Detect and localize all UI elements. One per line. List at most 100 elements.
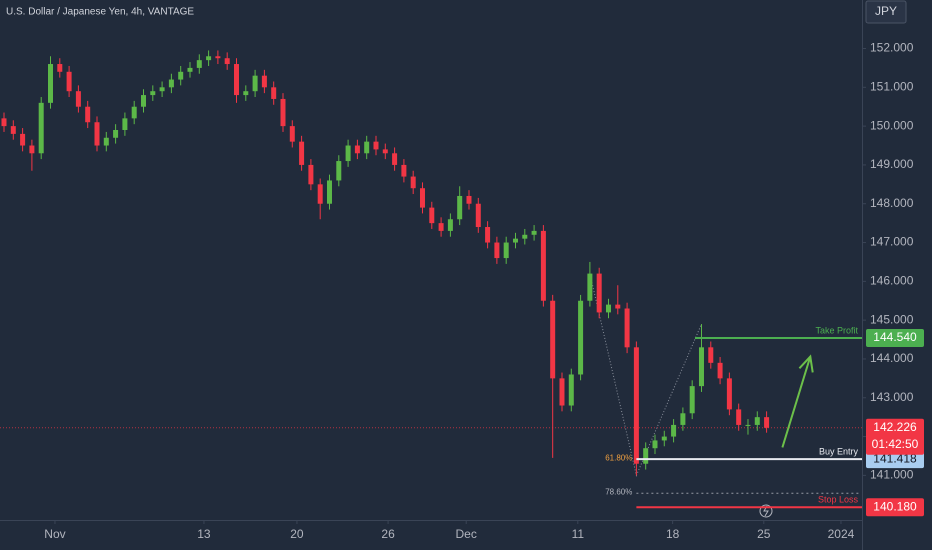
candle-body [206, 56, 212, 61]
candle-body [643, 448, 649, 464]
level-name: Take Profit [815, 325, 858, 335]
candle-body [94, 122, 100, 146]
y-tick-label: 141.000 [870, 468, 914, 482]
y-tick-label: 152.000 [870, 41, 914, 55]
candle-body [299, 141, 305, 165]
candle-body [605, 304, 611, 313]
level-price-label: 144.540 [873, 330, 917, 344]
candle-body [187, 67, 193, 72]
candle-body [447, 219, 453, 231]
x-tick-label: Dec [456, 527, 477, 541]
candle-body [168, 79, 174, 88]
candle-body [429, 207, 435, 224]
x-tick-label: 20 [290, 527, 304, 541]
y-tick-label: 149.000 [870, 157, 914, 171]
candle-body [550, 300, 556, 379]
candle-body [652, 440, 658, 449]
candle-body [438, 223, 444, 231]
candle-body [689, 386, 695, 414]
countdown-label: 01:42:50 [872, 437, 919, 451]
candle-body [57, 64, 63, 72]
fib-level-label: 78.60% [605, 487, 632, 496]
currency-label[interactable]: JPY [875, 4, 897, 18]
level-price-box [866, 498, 924, 517]
candle-body [401, 164, 407, 177]
candle-body [289, 126, 295, 142]
candle-body [29, 145, 35, 154]
candle-body [103, 137, 109, 146]
candle-body [540, 230, 546, 301]
candle-body [512, 238, 518, 243]
candle-body [364, 141, 370, 154]
candle-body [280, 98, 286, 127]
y-tick-label: 147.000 [870, 235, 914, 249]
candle-body [131, 106, 137, 119]
candle-body [392, 153, 398, 165]
candle-body [10, 126, 16, 134]
candle-body [671, 424, 677, 437]
candle-body [1, 118, 7, 127]
candle-body [308, 164, 314, 185]
candle-body [531, 230, 537, 235]
candle-body [587, 273, 593, 301]
level-name: Stop Loss [818, 495, 859, 505]
candle-body [633, 347, 639, 464]
y-tick-label: 148.000 [870, 196, 914, 210]
event-icon-bolt [763, 505, 769, 517]
level-price-box [866, 329, 924, 347]
candle-body [373, 141, 379, 150]
candle-body [475, 203, 481, 228]
candle-body [85, 106, 91, 123]
candle-body [717, 362, 723, 379]
candle-body [20, 133, 26, 146]
y-tick-label: 143.000 [870, 390, 914, 404]
candle-body [252, 75, 258, 92]
candle-body [559, 378, 565, 406]
candle-body [410, 176, 416, 189]
candle-body [261, 75, 267, 88]
candle-body [419, 188, 425, 208]
candle-body [326, 180, 332, 204]
candle-body [38, 102, 44, 154]
candle-body [271, 87, 277, 99]
x-tick-label: 2024 [828, 527, 855, 541]
candle-body [457, 195, 463, 220]
level-price-label: 141.418 [873, 451, 917, 465]
candle-body [345, 145, 351, 162]
candle-body [159, 87, 165, 92]
candle-body [150, 91, 156, 96]
x-tick-label: 18 [666, 527, 680, 541]
x-tick-label: 26 [381, 527, 395, 541]
y-tick-label: 145.000 [870, 312, 914, 326]
candle-body [466, 195, 472, 204]
level-price-label: 140.180 [873, 499, 917, 513]
candle-body [75, 91, 81, 107]
candle-body [317, 184, 323, 204]
candle-body [215, 56, 221, 59]
x-tick-label: 13 [197, 527, 211, 541]
candle-body [243, 91, 249, 96]
last-price-label: 142.226 [873, 420, 917, 434]
candle-body [698, 347, 704, 387]
candle-body [178, 71, 184, 80]
candle-body [764, 417, 770, 428]
candle-body [596, 273, 602, 313]
candle-body [140, 95, 146, 107]
level-name: Buy Entry [819, 447, 859, 457]
candle-body [661, 436, 667, 441]
candle-body [113, 130, 119, 138]
chart-title: U.S. Dollar / Japanese Yen, 4h, VANTAGE [6, 7, 194, 18]
candle-body [66, 71, 72, 92]
candle-body [122, 118, 128, 130]
candle-body [736, 409, 742, 425]
fib-level-label: 61.80% [605, 453, 632, 462]
candle-body [485, 227, 491, 243]
candle-body [624, 308, 630, 348]
candle-body [726, 378, 732, 410]
candle-body [233, 64, 239, 96]
candle-body [754, 417, 760, 425]
currency-box[interactable] [865, 0, 907, 24]
candle-body [224, 58, 230, 65]
y-tick-label: 144.000 [870, 351, 914, 365]
